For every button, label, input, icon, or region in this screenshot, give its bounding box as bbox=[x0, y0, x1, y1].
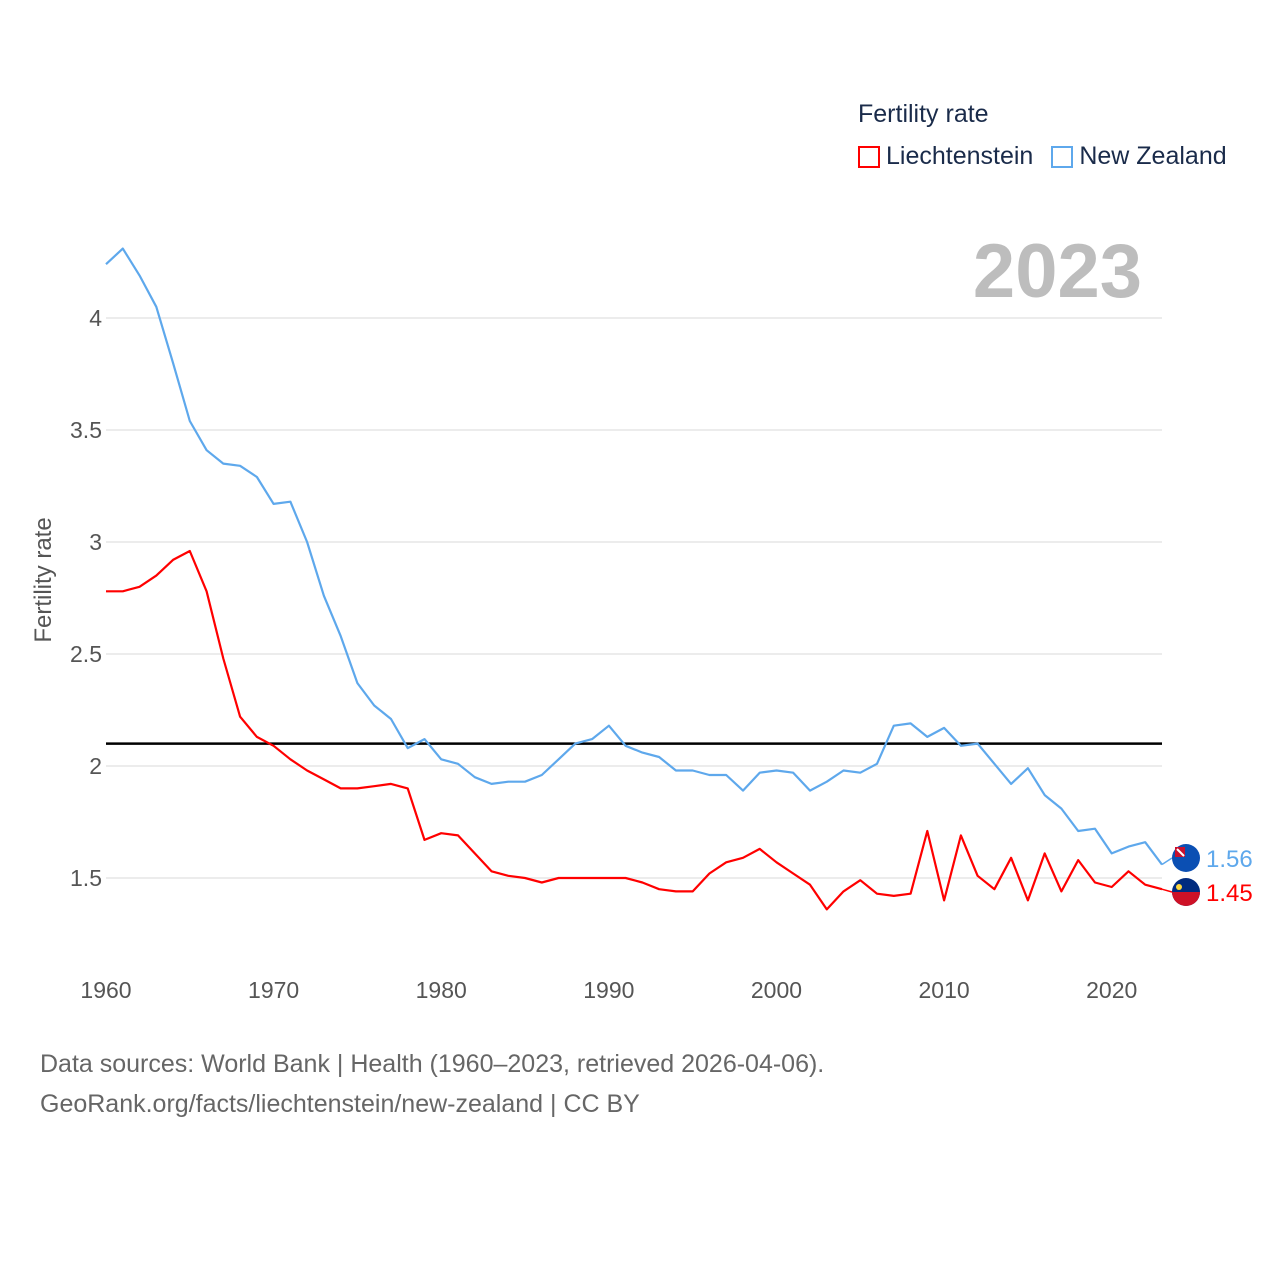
legend-item-new-zealand[interactable]: New Zealand bbox=[1051, 142, 1227, 171]
x-tick-label: 2020 bbox=[1086, 977, 1137, 1003]
year-watermark: 2023 bbox=[972, 229, 1142, 314]
x-tick-label: 1960 bbox=[80, 977, 131, 1003]
legend: Liechtenstein New Zealand bbox=[858, 142, 1227, 171]
y-axis-label: Fertility rate bbox=[30, 517, 57, 642]
legend-swatch-new-zealand bbox=[1051, 145, 1074, 168]
end-value-label: 1.56 bbox=[1206, 846, 1253, 873]
end-connector bbox=[1161, 857, 1173, 866]
x-tick-label: 1980 bbox=[416, 977, 467, 1003]
x-tick-label: 2010 bbox=[919, 977, 970, 1003]
y-tick-label: 1.5 bbox=[70, 865, 102, 891]
legend-title: Fertility rate bbox=[858, 100, 989, 128]
legend-label: New Zealand bbox=[1079, 142, 1227, 170]
flag-red-half bbox=[1172, 892, 1200, 906]
crown-icon bbox=[1176, 884, 1182, 890]
legend-swatch-liechtenstein bbox=[858, 145, 880, 168]
y-tick-label: 2.5 bbox=[70, 641, 102, 667]
y-tick-label: 3.5 bbox=[70, 417, 102, 443]
end-value-label: 1.45 bbox=[1206, 880, 1253, 907]
data-sources-text: Data sources: World Bank | Health (1960–… bbox=[40, 1050, 825, 1078]
x-tick-label: 2000 bbox=[751, 977, 802, 1003]
y-tick-label: 2 bbox=[89, 753, 102, 779]
legend-item-liechtenstein[interactable]: Liechtenstein bbox=[858, 142, 1033, 171]
union-jack-cross bbox=[1176, 848, 1185, 857]
legend-label: Liechtenstein bbox=[886, 142, 1034, 170]
x-tick-label: 1970 bbox=[248, 977, 299, 1003]
series-line-liechtenstein bbox=[106, 549, 1163, 911]
source-link[interactable]: GeoRank.org/facts/liechtenstein/new-zeal… bbox=[40, 1090, 640, 1118]
x-tick-label: 1990 bbox=[583, 977, 634, 1003]
y-tick-label: 3 bbox=[89, 529, 102, 555]
series-line-new-zealand bbox=[105, 247, 1163, 866]
footer: Data sources: World Bank | Health (1960–… bbox=[40, 1044, 824, 1124]
end-connector bbox=[1161, 888, 1173, 893]
y-tick-label: 4 bbox=[89, 305, 102, 331]
